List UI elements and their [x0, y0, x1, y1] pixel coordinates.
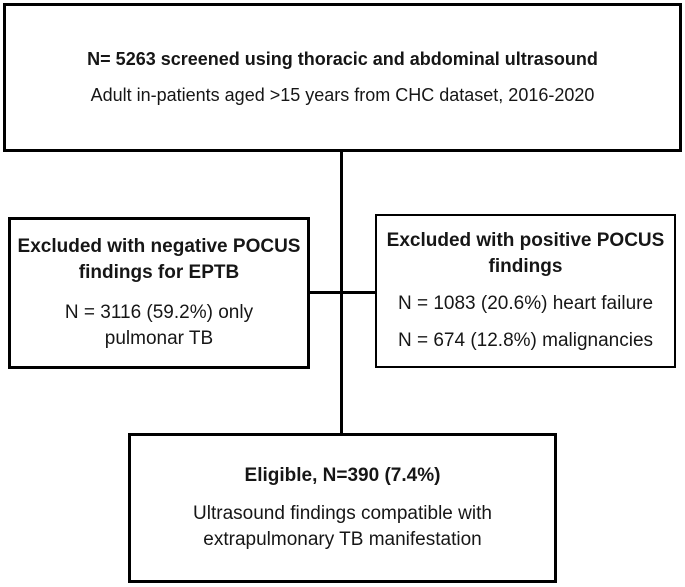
screened-box-subtitle: Adult in-patients aged >15 years from CH…	[90, 85, 595, 105]
excluded-positive-pocus-box: Excluded with positive POCUS findings N …	[375, 214, 676, 368]
excluded-positive-pocus-heart-failure-line: N = 1083 (20.6%) heart failure	[397, 293, 654, 314]
excluded-negative-pocus-title: Excluded with negative POCUS findings fo…	[17, 236, 301, 284]
excluded-negative-pocus-box: Excluded with negative POCUS findings fo…	[8, 217, 310, 369]
eligible-box: Eligible, N=390 (7.4%) Ultrasound findin…	[128, 433, 557, 583]
screened-box: N= 5263 screened using thoracic and abdo…	[3, 3, 682, 152]
connector-horizontal-line	[310, 291, 375, 294]
excluded-negative-pocus-body: N = 3116 (59.2%) only pulmonar TB	[64, 301, 254, 349]
screened-box-title: N= 5263 screened using thoracic and abdo…	[87, 49, 598, 70]
eligible-box-body: Ultrasound findings compatible with extr…	[193, 502, 492, 551]
excluded-positive-pocus-malignancies-line: N = 674 (12.8%) malignancies	[397, 330, 654, 352]
excluded-positive-pocus-title: Excluded with positive POCUS findings	[386, 229, 665, 277]
eligible-box-title: Eligible, N=390 (7.4%)	[244, 464, 441, 486]
